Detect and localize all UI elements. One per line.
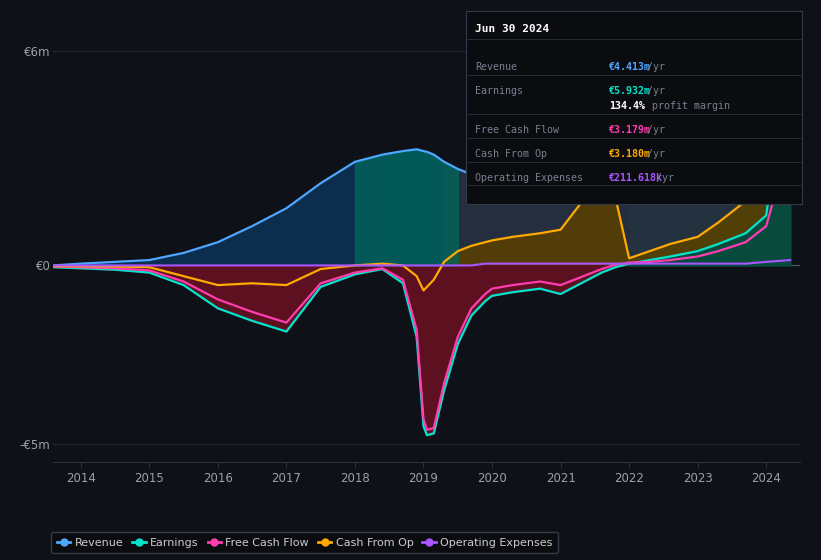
Text: €5.932m: €5.932m	[609, 86, 651, 96]
Text: /yr: /yr	[650, 173, 674, 183]
Legend: Revenue, Earnings, Free Cash Flow, Cash From Op, Operating Expenses: Revenue, Earnings, Free Cash Flow, Cash …	[52, 532, 558, 553]
Text: €211.618k: €211.618k	[609, 173, 663, 183]
Text: €4.413m: €4.413m	[609, 62, 651, 72]
Text: /yr: /yr	[641, 149, 665, 159]
Text: Jun 30 2024: Jun 30 2024	[475, 25, 549, 35]
Text: Cash From Op: Cash From Op	[475, 149, 548, 159]
Text: /yr: /yr	[641, 86, 665, 96]
Text: Free Cash Flow: Free Cash Flow	[475, 125, 559, 136]
Text: Revenue: Revenue	[475, 62, 517, 72]
Text: /yr: /yr	[641, 125, 665, 136]
Text: 134.4%: 134.4%	[609, 101, 645, 111]
Text: profit margin: profit margin	[646, 101, 730, 111]
Text: /yr: /yr	[641, 62, 665, 72]
Text: Operating Expenses: Operating Expenses	[475, 173, 584, 183]
Text: Earnings: Earnings	[475, 86, 523, 96]
Text: €3.180m: €3.180m	[609, 149, 651, 159]
Text: €3.179m: €3.179m	[609, 125, 651, 136]
